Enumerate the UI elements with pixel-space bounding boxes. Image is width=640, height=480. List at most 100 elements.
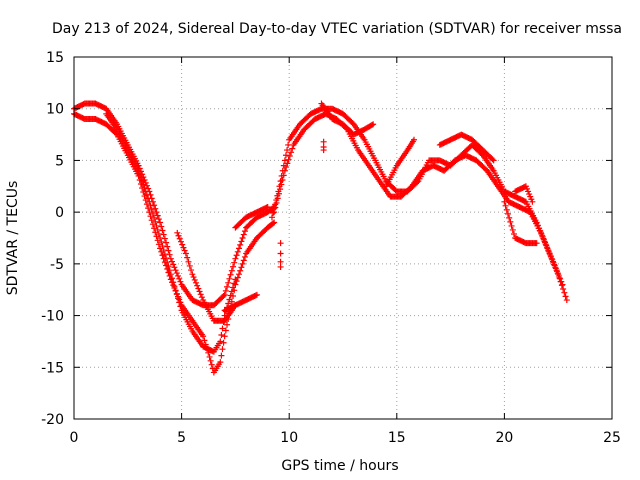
data-point [264, 203, 271, 210]
data-point [185, 258, 192, 265]
data-point [230, 284, 237, 291]
data-point [551, 261, 558, 268]
data-point [175, 272, 182, 279]
data-point [166, 267, 173, 274]
data-point [235, 245, 242, 252]
data-point [241, 228, 248, 235]
data-point [221, 333, 228, 340]
data-point [540, 235, 547, 242]
data-point [146, 198, 153, 205]
data-point [490, 157, 497, 164]
data-point [135, 167, 142, 174]
data-point [227, 292, 234, 299]
data-point [233, 252, 240, 259]
data-point [240, 257, 247, 264]
data-point [271, 209, 278, 216]
y-tick-label: 5 [55, 153, 64, 169]
data-point [219, 325, 226, 332]
data-point [164, 259, 171, 266]
data-point [508, 222, 515, 229]
data-point [277, 258, 284, 265]
y-tick-label: 15 [46, 50, 64, 66]
data-point [154, 226, 161, 233]
data-point [177, 303, 184, 310]
data-point [533, 240, 540, 247]
data-point [547, 252, 554, 259]
data-point [289, 145, 296, 152]
data-point [277, 263, 284, 270]
data-point [143, 191, 150, 198]
data-point [320, 138, 327, 145]
y-tick-label: 0 [55, 205, 64, 221]
data-point [217, 359, 224, 366]
data-point [270, 210, 277, 217]
data-point [286, 152, 293, 159]
data-point [151, 214, 158, 221]
data-point [559, 281, 566, 288]
data-point [148, 206, 155, 213]
y-axis-label: SDTVAR / TECUs [5, 181, 21, 296]
data-point [274, 195, 281, 202]
data-point [273, 199, 280, 206]
data-point [239, 235, 246, 241]
y-tick-label: -10 [41, 309, 64, 325]
data-point [160, 247, 167, 254]
data-point [172, 287, 179, 294]
data-point [281, 167, 288, 174]
data-point [152, 205, 159, 212]
data-point [279, 176, 286, 183]
data-point [549, 258, 556, 265]
data-point [176, 235, 183, 242]
data-point [153, 209, 160, 216]
data-point [176, 275, 183, 282]
data-point [189, 271, 196, 278]
data-point [239, 260, 246, 267]
data-point [200, 333, 207, 340]
data-point [154, 212, 161, 219]
data-point [554, 270, 561, 277]
data-point [370, 121, 377, 128]
data-point [270, 220, 277, 227]
data-point [285, 141, 292, 148]
x-tick-label: 10 [280, 430, 298, 446]
data-point [201, 337, 208, 344]
data-point [184, 254, 191, 261]
data-point [277, 186, 284, 193]
data-point [561, 289, 568, 296]
data-point [509, 226, 516, 233]
data-point [173, 270, 180, 277]
grid [74, 57, 612, 419]
data-point [218, 352, 225, 359]
data-point [219, 346, 226, 353]
data-point [507, 218, 514, 225]
data-point [153, 222, 160, 229]
data-point [271, 219, 278, 226]
data-point [320, 147, 327, 154]
data-point [542, 241, 549, 248]
data-point [539, 232, 546, 239]
data-point [225, 279, 232, 286]
data-point [275, 190, 282, 197]
data-point [285, 156, 292, 163]
data-point [180, 244, 187, 251]
data-point [175, 232, 182, 239]
data-point [503, 206, 510, 213]
data-point [231, 259, 238, 266]
data-point [152, 218, 159, 225]
data-point [190, 274, 197, 281]
data-point [224, 321, 231, 328]
data-point [277, 250, 284, 257]
data-point [284, 147, 291, 154]
x-tick-label: 5 [177, 430, 186, 446]
data-point [155, 230, 162, 237]
data-point [537, 229, 544, 236]
data-point [529, 198, 536, 205]
x-tick-label: 15 [388, 430, 406, 446]
data-point [560, 285, 567, 292]
data-point [232, 276, 239, 283]
x-tick-label: 20 [495, 430, 513, 446]
data-point [253, 291, 260, 298]
data-point [282, 152, 289, 159]
data-point [147, 202, 154, 209]
